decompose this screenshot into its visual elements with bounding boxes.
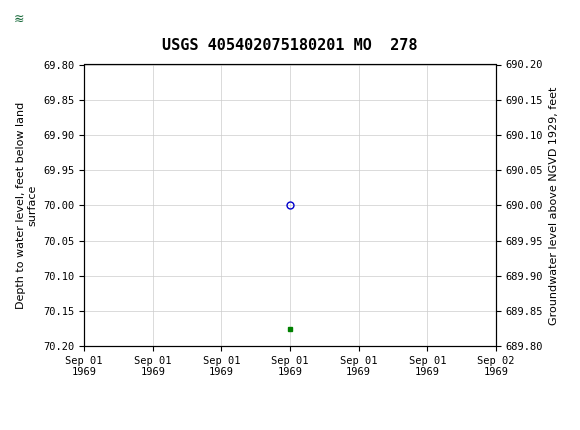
Text: USGS: USGS	[44, 12, 90, 27]
Bar	[3, 2, 35, 37]
Text: ≋: ≋	[13, 13, 24, 26]
Text: USGS 405402075180201 MO  278: USGS 405402075180201 MO 278	[162, 38, 418, 52]
Y-axis label: Groundwater level above NGVD 1929, feet: Groundwater level above NGVD 1929, feet	[549, 86, 559, 325]
Legend: Period of approved data: Period of approved data	[203, 428, 377, 430]
Y-axis label: Depth to water level, feet below land
surface: Depth to water level, feet below land su…	[16, 102, 38, 309]
